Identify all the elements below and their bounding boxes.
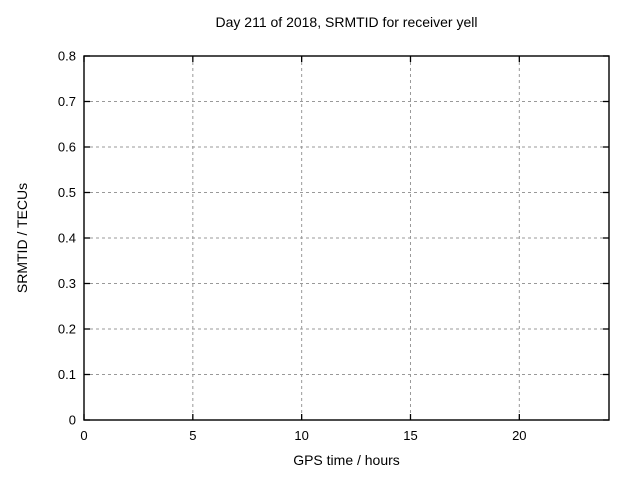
x-tick-label: 0 xyxy=(80,428,87,443)
x-tick-label: 15 xyxy=(403,428,417,443)
x-tick-label: 20 xyxy=(512,428,526,443)
x-tick-label: 5 xyxy=(189,428,196,443)
y-tick-label: 0.2 xyxy=(58,322,76,337)
y-tick-label: 0.1 xyxy=(58,367,76,382)
x-tick-label: 10 xyxy=(294,428,308,443)
y-tick-label: 0.6 xyxy=(58,140,76,155)
x-axis-title: GPS time / hours xyxy=(293,452,400,468)
y-tick-label: 0.3 xyxy=(58,276,76,291)
y-tick-label: 0.4 xyxy=(58,231,76,246)
y-tick-label: 0.8 xyxy=(58,49,76,64)
y-tick-label: 0 xyxy=(69,413,76,428)
chart-title: Day 211 of 2018, SRMTID for receiver yel… xyxy=(215,14,478,30)
y-tick-label: 0.7 xyxy=(58,94,76,109)
y-tick-label: 0.5 xyxy=(58,185,76,200)
